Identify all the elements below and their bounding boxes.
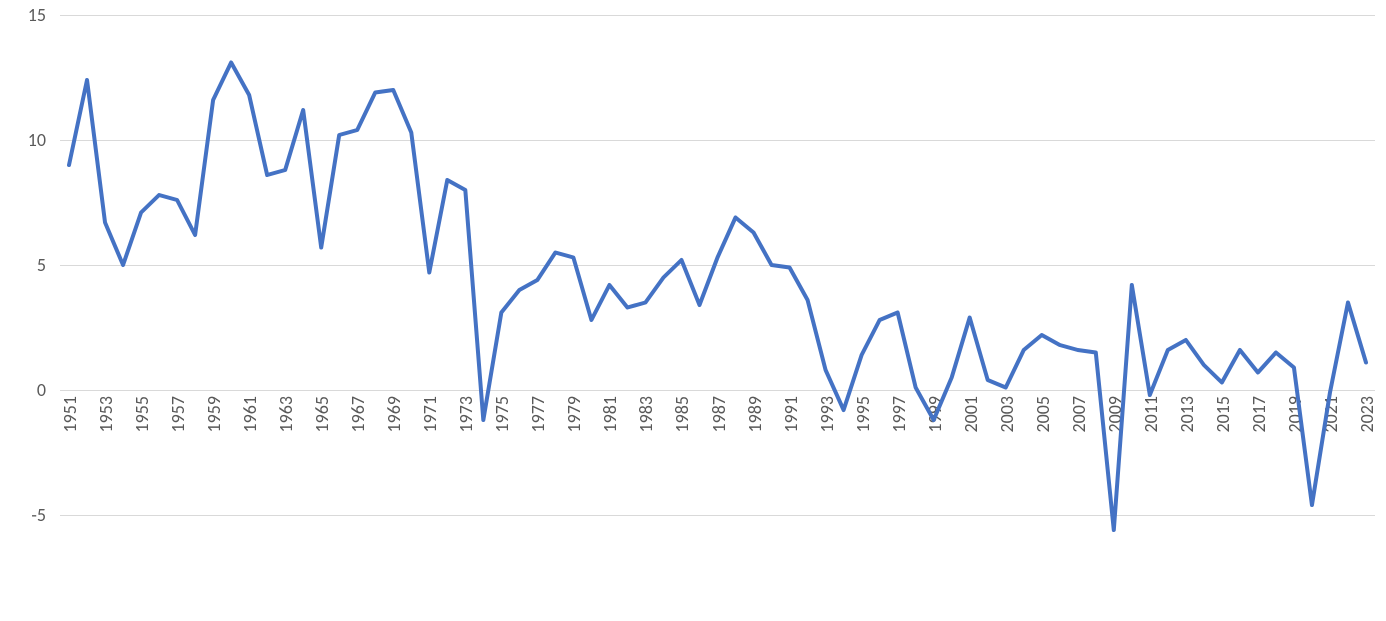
line-chart: -505101519511953195519571959196119631965…	[0, 0, 1386, 621]
chart-svg	[0, 0, 1386, 621]
data-series-line	[69, 63, 1366, 531]
